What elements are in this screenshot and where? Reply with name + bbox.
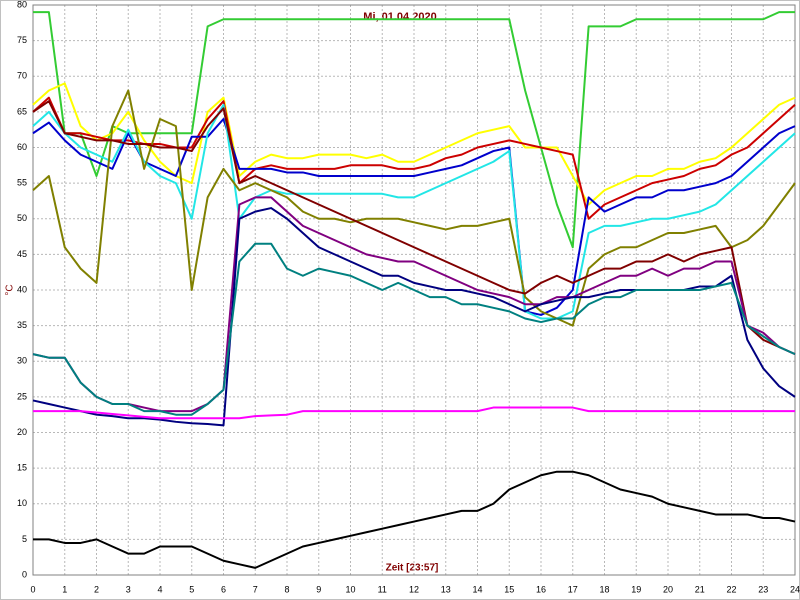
x-tick-label: 11 [378,584,387,594]
y-tick-label: 15 [17,463,27,473]
x-tick-label: 5 [189,584,194,594]
y-tick-label: 40 [17,284,27,294]
series-line [33,406,795,420]
x-tick-label: 17 [568,584,578,594]
series-line [33,11,795,249]
series-line [32,82,796,206]
x-tick-label: 23 [758,584,768,594]
y-tick-label: 5 [22,534,27,544]
x-tick-label: 20 [663,584,673,594]
x-tick-label: 10 [345,584,355,594]
x-axis-label: Zeit [23:57] [386,563,439,574]
y-tick-label: 30 [17,356,27,366]
y-tick-label: 55 [17,178,27,188]
y-tick-label: 10 [17,498,27,508]
x-tick-label: 21 [695,584,705,594]
y-tick-label: 50 [17,213,27,223]
x-tick-label: 3 [126,584,131,594]
y-tick-label: 70 [17,71,27,81]
y-tick-label: 80 [17,0,27,9]
y-tick-label: 65 [17,106,27,116]
y-axis-label: °C [5,284,16,295]
x-tick-label: 15 [504,584,514,594]
x-tick-label: 9 [316,584,321,594]
y-tick-label: 35 [17,320,27,330]
x-tick-label: 19 [631,584,641,594]
x-tick-label: 7 [253,584,258,594]
x-tick-label: 0 [30,584,35,594]
series-line [32,118,796,316]
x-tick-label: 14 [472,584,482,594]
x-tick-label: 8 [284,584,289,594]
series-line [33,470,796,569]
x-tick-label: 1 [62,584,67,594]
x-tick-label: 4 [157,584,162,594]
x-tick-label: 16 [536,584,546,594]
plot-area [32,4,796,576]
x-tick-label: 13 [441,584,451,594]
y-tick-label: 20 [17,427,27,437]
series-line [32,96,796,220]
series-line [32,100,796,356]
x-tick-label: 6 [221,584,226,594]
series-line [32,89,796,327]
x-tick-label: 2 [94,584,99,594]
x-tick-label: 18 [599,584,609,594]
series-line [32,242,796,416]
x-tick-label: 22 [726,584,736,594]
x-tick-label: 24 [790,584,800,594]
x-tick-label: 12 [409,584,419,594]
y-tick-label: 25 [17,391,27,401]
chart-title: Mi, 01.04.2020 [363,11,436,23]
y-tick-label: 0 [22,569,27,579]
y-tick-label: 75 [17,35,27,45]
y-tick-label: 45 [17,249,27,259]
y-tick-label: 60 [17,142,27,152]
series-line [32,103,796,320]
